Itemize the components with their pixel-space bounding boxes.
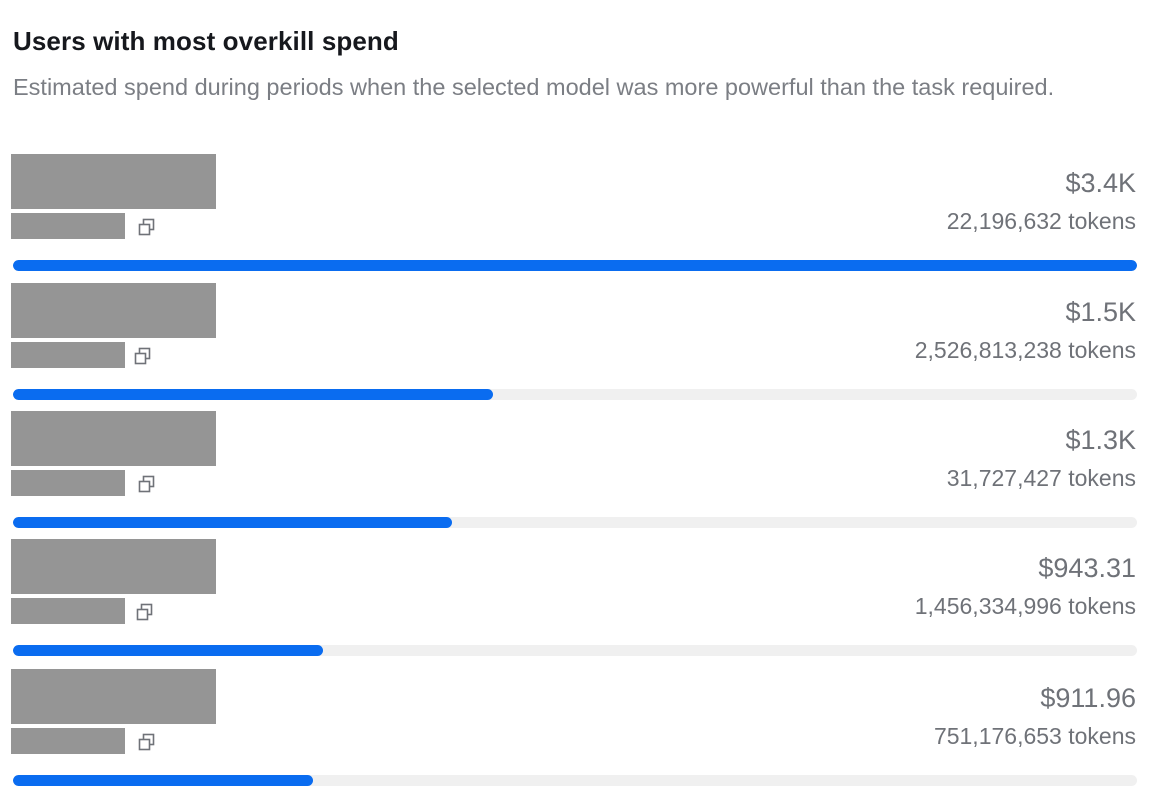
- spend-amount: $1.3K: [1065, 425, 1136, 455]
- user-name-redacted: [11, 669, 216, 724]
- spend-amount: $1.5K: [1065, 297, 1136, 327]
- user-name-redacted: [11, 283, 216, 338]
- user-email-redacted: [11, 598, 125, 624]
- card-title: Users with most overkill spend: [13, 26, 399, 56]
- copy-icon[interactable]: [136, 216, 158, 238]
- spend-amount: $943.31: [1038, 553, 1136, 583]
- spend-amount: $3.4K: [1065, 168, 1136, 198]
- copy-icon[interactable]: [134, 601, 156, 623]
- user-row: $1.5K 2,526,813,238 tokens: [0, 283, 1151, 413]
- user-row: $943.31 1,456,334,996 tokens: [0, 539, 1151, 669]
- spend-bar-fill: [13, 389, 493, 400]
- spend-bar-track: [13, 775, 1137, 786]
- token-count: 751,176,653 tokens: [933, 723, 1136, 749]
- token-count: 2,526,813,238 tokens: [914, 337, 1136, 363]
- user-row: $911.96 751,176,653 tokens: [0, 669, 1151, 799]
- user-name-redacted: [11, 154, 216, 209]
- user-name-redacted: [11, 411, 216, 466]
- user-email-redacted: [11, 342, 125, 368]
- token-count: 1,456,334,996 tokens: [914, 593, 1136, 619]
- token-count: 31,727,427 tokens: [946, 465, 1136, 491]
- spend-bar-fill: [13, 260, 1137, 271]
- copy-icon[interactable]: [132, 345, 154, 367]
- user-email-redacted: [11, 213, 125, 239]
- token-count: 22,196,632 tokens: [946, 208, 1136, 234]
- spend-bar-fill: [13, 517, 453, 528]
- user-email-redacted: [11, 728, 125, 754]
- user-name-redacted: [11, 539, 216, 594]
- user-email-redacted: [11, 470, 125, 496]
- spend-bar-track: [13, 645, 1137, 656]
- user-row: $3.4K 22,196,632 tokens: [0, 154, 1151, 284]
- copy-icon[interactable]: [136, 731, 158, 753]
- spend-bar-track: [13, 389, 1137, 400]
- spend-bar-track: [13, 517, 1137, 528]
- copy-icon[interactable]: [136, 473, 158, 495]
- spend-bar-fill: [13, 645, 324, 656]
- spend-bar-fill: [13, 775, 314, 786]
- user-row: $1.3K 31,727,427 tokens: [0, 411, 1151, 541]
- spend-bar-track: [13, 260, 1137, 271]
- spend-amount: $911.96: [1040, 683, 1136, 713]
- card-subtitle: Estimated spend during periods when the …: [13, 74, 1055, 100]
